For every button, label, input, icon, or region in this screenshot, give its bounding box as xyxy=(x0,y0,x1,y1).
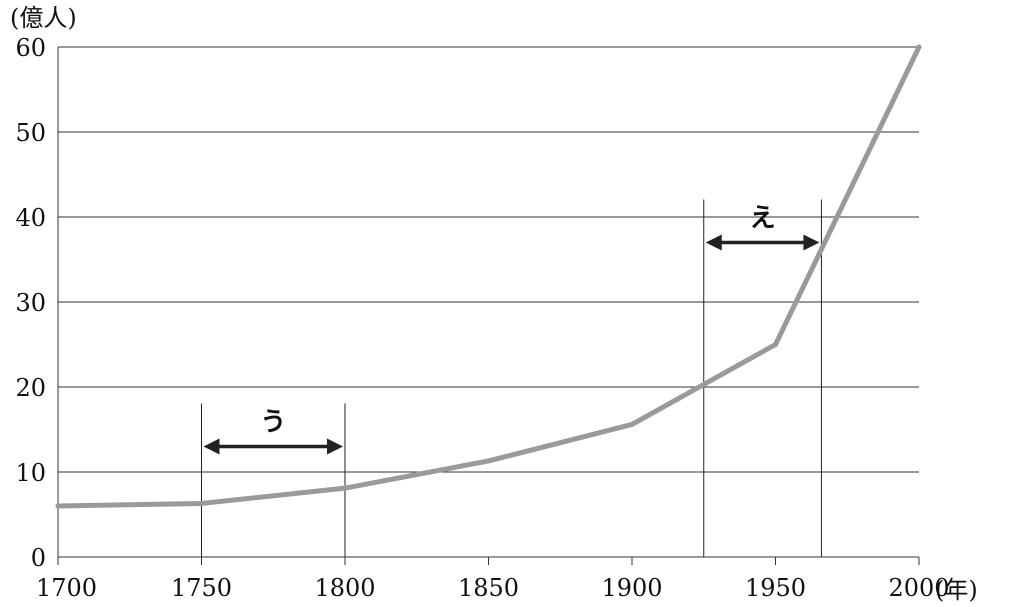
series-line-0 xyxy=(55,44,922,509)
data-point-1900 xyxy=(629,421,635,427)
x-tick-label-1700: 1700 xyxy=(36,574,97,602)
bracket-arrowhead-left-0 xyxy=(203,438,220,455)
y-tick-label-0: 0 xyxy=(31,544,46,572)
bracket-arrowhead-left-1 xyxy=(705,234,722,251)
data-point-1750 xyxy=(199,500,204,506)
x-tick-label-1800: 1800 xyxy=(314,574,375,602)
x-tick-label-1850: 1850 xyxy=(458,574,519,602)
data-point-1850 xyxy=(486,458,491,464)
y-tick-label-40: 40 xyxy=(15,204,46,232)
bracket-arrowhead-right-1 xyxy=(803,234,820,251)
series xyxy=(55,44,922,509)
bracket-label-1: え xyxy=(750,204,776,234)
annotations xyxy=(201,199,822,557)
data-point-1800 xyxy=(342,485,348,491)
x-tick-label-2000: 2000 xyxy=(888,574,949,602)
labels: (億人) (年) 0 10 20 30 40 50 60 1700 1750 1800 1850 19… xyxy=(10,4,978,604)
bracket-label-0: う xyxy=(260,408,286,438)
gridlines xyxy=(58,46,919,473)
data-point-1700 xyxy=(55,503,61,509)
y-tick-label-50: 50 xyxy=(15,119,46,147)
x-tick-label-1950: 1950 xyxy=(745,574,806,602)
y-tick-label-60: 60 xyxy=(15,34,46,62)
x-tick-label-1750: 1750 xyxy=(171,574,232,602)
y-tick-label-20: 20 xyxy=(15,374,46,402)
data-point-1950 xyxy=(773,342,778,347)
x-tick-label-1900: 1900 xyxy=(601,574,662,602)
y-axis-unit-label: (億人) xyxy=(10,4,77,32)
axes xyxy=(57,47,920,565)
bracket-arrowhead-right-0 xyxy=(327,438,343,455)
y-tick-label-10: 10 xyxy=(15,459,46,487)
y-tick-label-30: 30 xyxy=(15,289,46,317)
data-point-2000 xyxy=(916,44,922,50)
x-axis-unit-label: (年) xyxy=(935,576,978,604)
